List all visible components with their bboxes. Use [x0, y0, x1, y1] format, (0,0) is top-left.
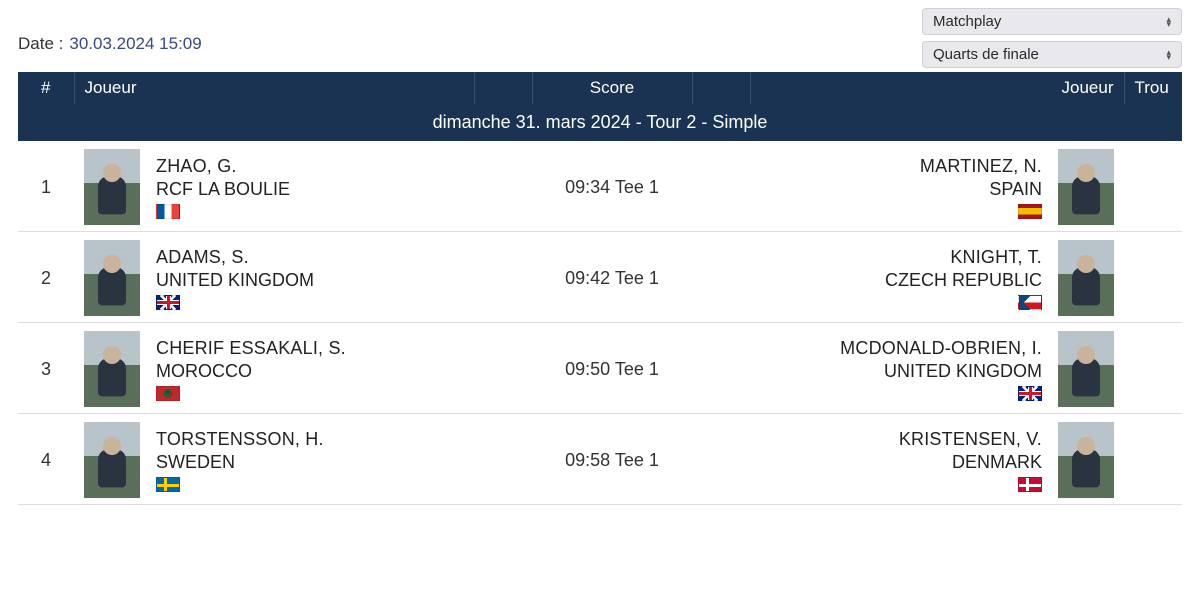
score-cell: 09:50 Tee 1: [532, 323, 692, 414]
flag-icon: [156, 386, 180, 401]
date-block: Date : 30.03.2024 15:09: [18, 34, 202, 54]
player-name: KRISTENSEN, V.: [899, 429, 1042, 450]
score-cell: 09:58 Tee 1: [532, 414, 692, 505]
player-left-cell: ZHAO, G.RCF LA BOULIE: [74, 141, 474, 232]
player-name: MCDONALD-OBRIEN, I.: [840, 338, 1042, 359]
chevron-updown-icon: ▴▾: [1166, 50, 1171, 60]
col-gap-left: [474, 72, 532, 104]
col-player-right-header: Joueur: [750, 72, 1124, 104]
col-score-header: Score: [532, 72, 692, 104]
player-photo: [1058, 331, 1114, 407]
player-photo: [84, 240, 140, 316]
match-number: 1: [18, 141, 74, 232]
player-name: MARTINEZ, N.: [920, 156, 1042, 177]
col-num-header: #: [18, 72, 74, 104]
hole-cell: [1124, 323, 1182, 414]
match-row: 4TORSTENSSON, H.SWEDEN09:58 Tee 1KRISTEN…: [18, 414, 1182, 505]
flag-icon: [1018, 295, 1042, 310]
format-select[interactable]: Matchplay ▴▾: [922, 8, 1182, 35]
player-left-cell: TORSTENSSON, H.SWEDEN: [74, 414, 474, 505]
player-photo: [84, 149, 140, 225]
flag-icon: [1018, 386, 1042, 401]
match-row: 2ADAMS, S.UNITED KINGDOM09:42 Tee 1KNIGH…: [18, 232, 1182, 323]
player-club: SPAIN: [989, 179, 1042, 200]
score-cell: 09:34 Tee 1: [532, 141, 692, 232]
player-right-cell: MCDONALD-OBRIEN, I.UNITED KINGDOM: [750, 323, 1124, 414]
player-club: UNITED KINGDOM: [884, 361, 1042, 382]
player-club: CZECH REPUBLIC: [885, 270, 1042, 291]
flag-icon: [156, 204, 180, 219]
date-label: Date :: [18, 34, 63, 54]
player-left-cell: ADAMS, S.UNITED KINGDOM: [74, 232, 474, 323]
gap-cell: [474, 141, 532, 232]
player-photo: [1058, 240, 1114, 316]
player-club: RCF LA BOULIE: [156, 179, 290, 200]
player-name: KNIGHT, T.: [950, 247, 1042, 268]
flag-icon: [156, 477, 180, 492]
round-select[interactable]: Quarts de finale ▴▾: [922, 41, 1182, 68]
gap-cell: [692, 323, 750, 414]
col-gap-right: [692, 72, 750, 104]
col-hole-header: Trou: [1124, 72, 1182, 104]
match-number: 2: [18, 232, 74, 323]
hole-cell: [1124, 414, 1182, 505]
gap-cell: [474, 232, 532, 323]
table-header-row: # Joueur Score Joueur Trou: [18, 72, 1182, 104]
hole-cell: [1124, 141, 1182, 232]
match-number: 4: [18, 414, 74, 505]
match-row: 3CHERIF ESSAKALI, S.MOROCCO09:50 Tee 1MC…: [18, 323, 1182, 414]
player-right-cell: KNIGHT, T.CZECH REPUBLIC: [750, 232, 1124, 323]
flag-icon: [156, 295, 180, 310]
player-photo: [1058, 149, 1114, 225]
flag-icon: [1018, 204, 1042, 219]
player-right-cell: KRISTENSEN, V.DENMARK: [750, 414, 1124, 505]
gap-cell: [692, 141, 750, 232]
player-club: DENMARK: [952, 452, 1042, 473]
player-name: CHERIF ESSAKALI, S.: [156, 338, 346, 359]
col-player-left-header: Joueur: [74, 72, 474, 104]
top-bar: Date : 30.03.2024 15:09 Matchplay ▴▾ Qua…: [0, 0, 1200, 72]
player-left-cell: CHERIF ESSAKALI, S.MOROCCO: [74, 323, 474, 414]
player-name: ZHAO, G.: [156, 156, 290, 177]
gap-cell: [474, 323, 532, 414]
player-name: ADAMS, S.: [156, 247, 314, 268]
section-title: dimanche 31. mars 2024 - Tour 2 - Simple: [18, 104, 1182, 141]
hole-cell: [1124, 232, 1182, 323]
player-name: TORSTENSSON, H.: [156, 429, 324, 450]
matches-table: # Joueur Score Joueur Trou dimanche 31. …: [18, 72, 1182, 505]
score-cell: 09:42 Tee 1: [532, 232, 692, 323]
player-photo: [84, 331, 140, 407]
match-row: 1ZHAO, G.RCF LA BOULIE09:34 Tee 1MARTINE…: [18, 141, 1182, 232]
player-club: UNITED KINGDOM: [156, 270, 314, 291]
player-club: SWEDEN: [156, 452, 324, 473]
player-photo: [1058, 422, 1114, 498]
date-value: 30.03.2024 15:09: [69, 34, 201, 54]
format-select-value: Matchplay: [933, 13, 1001, 30]
selects-group: Matchplay ▴▾ Quarts de finale ▴▾: [922, 8, 1182, 68]
gap-cell: [692, 232, 750, 323]
round-select-value: Quarts de finale: [933, 46, 1039, 63]
flag-icon: [1018, 477, 1042, 492]
gap-cell: [474, 414, 532, 505]
chevron-updown-icon: ▴▾: [1166, 17, 1171, 27]
player-right-cell: MARTINEZ, N.SPAIN: [750, 141, 1124, 232]
player-photo: [84, 422, 140, 498]
match-number: 3: [18, 323, 74, 414]
gap-cell: [692, 414, 750, 505]
section-row: dimanche 31. mars 2024 - Tour 2 - Simple: [18, 104, 1182, 141]
player-club: MOROCCO: [156, 361, 346, 382]
